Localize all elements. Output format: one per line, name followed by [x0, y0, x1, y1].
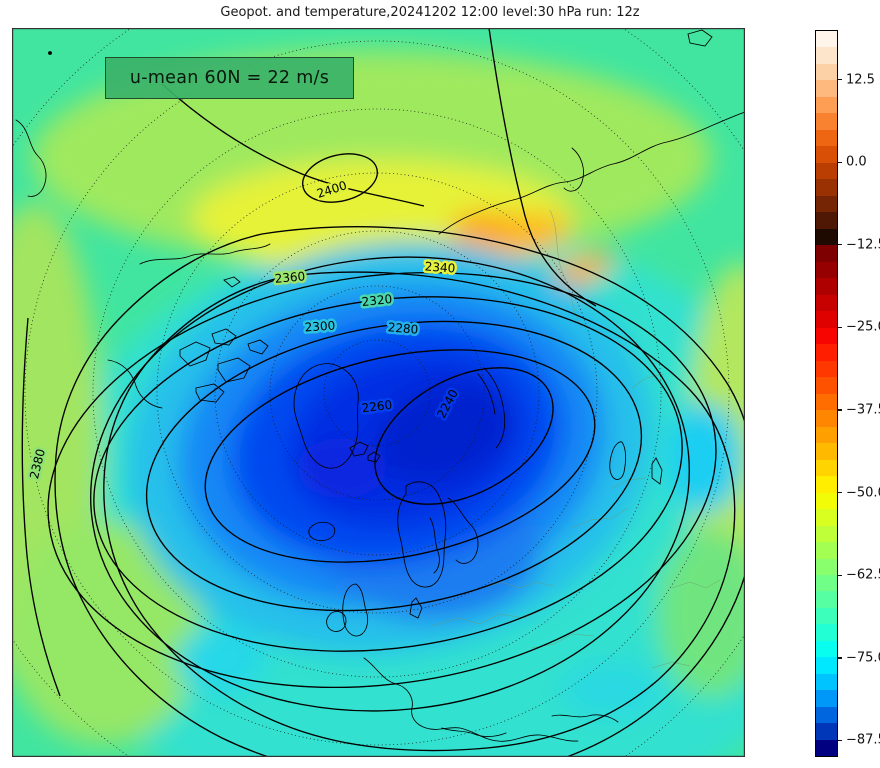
colorbar-segment: [816, 410, 837, 427]
contour-label: 2360: [274, 269, 306, 286]
colorbar-segment: [816, 690, 837, 707]
colorbar-segment: [816, 113, 837, 130]
colorbar-segment: [816, 542, 837, 559]
colorbar-tick-mark: [838, 409, 842, 411]
map-panel: 2400 2360 2340 2320 2300 2280 2260 2240 2380 u-m…: [12, 28, 745, 757]
colorbar-segment: [816, 63, 837, 81]
colorbar-segment: [816, 624, 837, 641]
colorbar-segment: [816, 47, 837, 64]
figure-title: Geopot. and temperature,20241202 12:00 l…: [220, 5, 640, 20]
colorbar-segment: [816, 179, 837, 196]
colorbar-segment: [816, 558, 837, 575]
colorbar-segment: [816, 129, 837, 147]
colorbar-tick-mark: [838, 657, 842, 659]
colorbar-segment: [816, 673, 837, 691]
colorbar-segment: [816, 723, 837, 740]
colorbar-ticks: 12.5 0.0 −12.5 −25.0 −37.5 −50.0 −62.5 −75.0 −87…: [838, 30, 880, 757]
colorbar-segment: [816, 31, 837, 48]
contour-label: 2260: [361, 398, 393, 416]
colorbar-tick-label: −12.5: [846, 237, 880, 253]
colorbar-segment: [816, 607, 837, 625]
colorbar-segment: [816, 195, 837, 213]
contour-label: 2320: [361, 292, 393, 309]
colorbar-segment: [816, 294, 837, 312]
colorbar-segment: [816, 459, 837, 477]
colorbar-tick-mark: [838, 161, 842, 163]
annotation-text: u-mean 60N = 22 m/s: [129, 68, 330, 88]
colorbar-segment: [816, 261, 837, 279]
colorbar-segment: [816, 344, 837, 361]
contour-label: 2280: [387, 320, 419, 337]
colorbar-segment: [816, 80, 837, 97]
map-frame: [12, 28, 745, 757]
contour-label: 2300: [304, 318, 335, 334]
colorbar-tick-mark: [838, 78, 842, 81]
colorbar-segment: [816, 360, 837, 378]
colorbar-segment: [816, 443, 837, 460]
geopotential-contours: [21, 28, 745, 757]
colorbar-segment: [816, 591, 837, 608]
colorbar-segment: [816, 574, 837, 592]
colorbar-segment: [816, 739, 837, 757]
colorbar-segment: [816, 146, 837, 163]
colorbar-segment: [816, 377, 837, 394]
colorbar-segment: [816, 706, 837, 724]
colorbar-segment: [816, 492, 837, 510]
colorbar: 12.5 0.0 −12.5 −25.0 −37.5 −50.0 −62.5 −75.0 −87…: [815, 30, 880, 757]
colorbar-tick-mark: [838, 244, 842, 246]
colorbar-tick-label: −50.0: [846, 485, 880, 501]
colorbar-tick-label: −25.0: [846, 319, 880, 335]
colorbar-segment: [816, 228, 837, 246]
colorbar-segment: [816, 525, 837, 543]
colorbar-tick-label: −87.5: [846, 732, 880, 748]
colorbar-segment: [816, 162, 837, 180]
colorbar-tick-mark: [838, 492, 842, 494]
colorbar-segment: [816, 278, 837, 295]
colorbar-segment: [816, 426, 837, 444]
colorbar-segment: [816, 640, 837, 658]
colorbar-tick-label: −37.5: [846, 402, 880, 418]
colorbar-tick-mark: [838, 739, 842, 742]
contour-label: 2340: [424, 259, 455, 275]
colorbar-segment: [816, 327, 837, 345]
colorbar-segment: [816, 509, 837, 526]
annotation-box: u-mean 60N = 22 m/s: [105, 57, 354, 99]
colorbar-tick-mark: [838, 574, 842, 576]
colorbar-tick-label: −75.0: [846, 650, 880, 666]
colorbar-segment: [816, 657, 837, 674]
colorbar-segment: [816, 311, 837, 328]
colorbar-segment: [816, 96, 837, 114]
colorbar-tick-label: 12.5: [846, 72, 875, 88]
colorbar-tick-label: 0.0: [846, 154, 867, 170]
colorbar-tick-label: −62.5: [846, 567, 880, 583]
colorbar-segment: [816, 245, 837, 262]
coastlines: [15, 29, 745, 742]
graticule-circles: [12, 28, 745, 757]
colorbar-tick-mark: [838, 326, 842, 329]
colorbar-swatches: [815, 30, 838, 757]
colorbar-segment: [816, 212, 837, 229]
colorbar-segment: [816, 476, 837, 493]
colorbar-segment: [816, 393, 837, 411]
